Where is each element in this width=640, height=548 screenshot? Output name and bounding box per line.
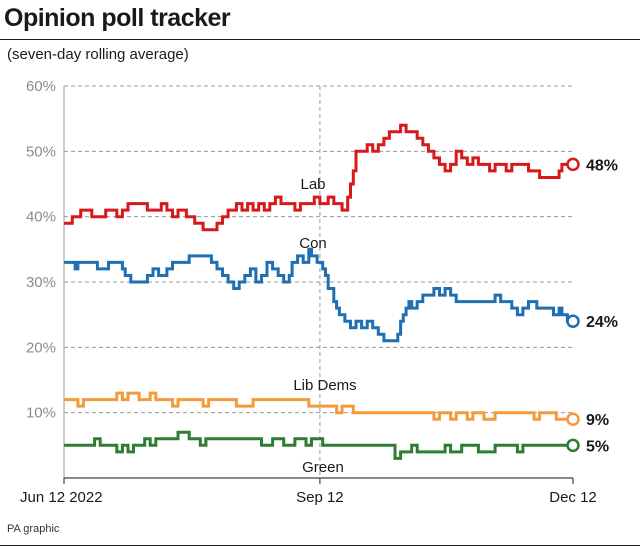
chart-subtitle: (seven-day rolling average) (7, 46, 189, 63)
series-end-marker (566, 314, 580, 328)
y-tick-label: 30% (26, 274, 56, 291)
y-tick-label: 10% (26, 405, 56, 422)
footer-divider (0, 545, 640, 546)
series-end-label: 5% (586, 438, 609, 455)
credit-text: PA graphic (7, 523, 60, 535)
series-line-lib-dems (64, 391, 573, 421)
x-tick-label: Jun 12 2022 (20, 489, 103, 506)
series-lines (64, 123, 580, 460)
y-tick-label: 60% (26, 78, 56, 95)
series-line-con (64, 247, 573, 343)
series-name-label: Lib Dems (293, 377, 356, 394)
series-name-label: Lab (300, 176, 325, 193)
y-tick-label: 50% (26, 143, 56, 160)
series-line-green (64, 430, 573, 460)
series-end-label: 24% (586, 314, 618, 331)
series-line-lab (64, 123, 573, 232)
x-tick-label: Sep 12 (296, 489, 344, 506)
series-name-label: Con (299, 235, 327, 252)
chart-title: Opinion poll tracker (4, 4, 231, 32)
series-end-marker (566, 438, 580, 453)
series-name-label: Green (302, 459, 344, 476)
series-end-label: 48% (586, 157, 618, 174)
series-end-marker (566, 412, 580, 426)
series-end-label: 9% (586, 412, 609, 429)
x-tick-label: Dec 12 (549, 489, 597, 506)
series-end-marker (566, 157, 580, 172)
y-tick-label: 40% (26, 209, 56, 226)
axes: 10% 20% 30% 40% 50% 60% Jun 12 2022 Sep 12 Dec 1… (20, 78, 597, 506)
title-divider (0, 39, 640, 40)
y-tick-label: 20% (26, 339, 56, 356)
series-labels: 48% Lab 24% Con 9% Lib Dems 5% Green (293, 157, 618, 476)
